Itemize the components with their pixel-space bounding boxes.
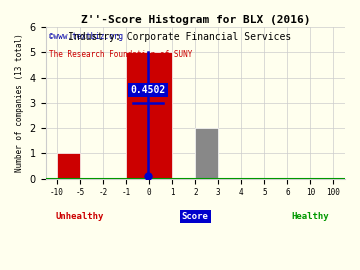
Text: Industry: Corporate Financial Services: Industry: Corporate Financial Services — [68, 32, 292, 42]
Text: The Research Foundation of SUNY: The Research Foundation of SUNY — [49, 50, 192, 59]
Text: Score: Score — [182, 212, 209, 221]
Title: Z''-Score Histogram for BLX (2016): Z''-Score Histogram for BLX (2016) — [81, 15, 310, 25]
Bar — [195, 128, 218, 179]
Bar — [57, 153, 80, 179]
Text: 0.4502: 0.4502 — [130, 85, 166, 95]
Text: Unhealthy: Unhealthy — [56, 212, 104, 221]
Y-axis label: Number of companies (13 total): Number of companies (13 total) — [15, 33, 24, 172]
Text: Healthy: Healthy — [292, 212, 329, 221]
Bar — [126, 52, 172, 179]
Text: ©www.textbiz.org: ©www.textbiz.org — [49, 32, 122, 41]
